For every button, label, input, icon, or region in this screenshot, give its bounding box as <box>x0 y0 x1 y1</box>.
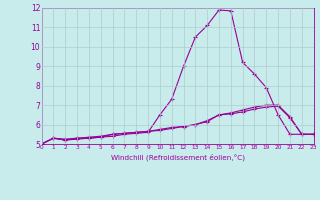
X-axis label: Windchill (Refroidissement éolien,°C): Windchill (Refroidissement éolien,°C) <box>111 153 244 161</box>
